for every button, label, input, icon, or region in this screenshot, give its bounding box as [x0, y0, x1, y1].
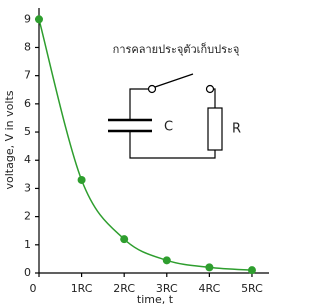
x-tick-label: 5RC [241, 282, 263, 295]
x-tick-label: 3RC [156, 282, 178, 295]
x-tick-label: 0 [30, 282, 37, 295]
y-tick-label: 8 [24, 40, 31, 53]
point [162, 256, 171, 265]
point [205, 263, 214, 272]
chart: การคลายประจุตัวเก็บประจุ time, t voltage… [3, 8, 269, 306]
x-tick-label: 1RC [71, 282, 93, 295]
y-tick-label: 3 [24, 181, 31, 194]
y-tick-label: 5 [24, 125, 31, 138]
chart-title: การคลายประจุตัวเก็บประจุ [113, 42, 240, 56]
y-tick-label: 9 [24, 12, 31, 25]
y-tick-label: 7 [24, 69, 31, 82]
x-axis-label: time, t [137, 293, 174, 306]
circuit [108, 73, 223, 159]
y-tick-label: 4 [24, 153, 31, 166]
point [247, 266, 256, 275]
point [77, 175, 86, 184]
y-axis-label: voltage, V in volts [3, 90, 16, 189]
annotation: R [232, 122, 241, 137]
point [35, 15, 43, 24]
y-tick-label: 0 [24, 266, 31, 279]
point [120, 235, 129, 244]
y-tick-label: 2 [24, 210, 31, 223]
y-tick-label: 6 [24, 97, 31, 110]
y-tick-label: 1 [24, 238, 31, 251]
annotation: C [164, 120, 173, 135]
x-tick-label: 4RC [198, 282, 220, 295]
x-tick-label: 2RC [113, 282, 135, 295]
